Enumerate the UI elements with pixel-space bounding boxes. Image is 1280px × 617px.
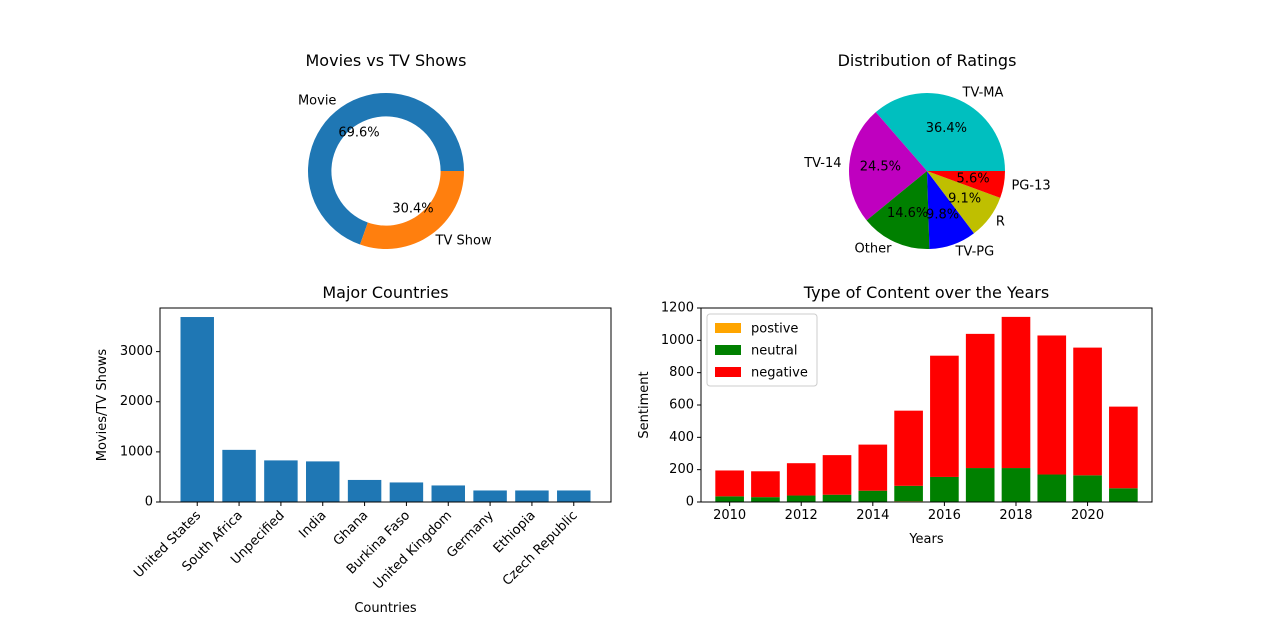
pie-slice (849, 112, 927, 221)
bar (222, 449, 256, 502)
y-tick-label: 400 (669, 430, 694, 445)
bar-negative (786, 463, 816, 496)
legend-label: negative (751, 366, 808, 381)
legend-label: neutral (751, 344, 798, 359)
slice-label: R (996, 215, 1005, 230)
y-tick-label: 600 (669, 398, 694, 413)
slice-pct-label: 5.6% (957, 172, 990, 187)
bar (557, 490, 591, 502)
bar-neutral (965, 468, 995, 502)
bar-negative (858, 444, 888, 491)
bar-neutral (930, 476, 959, 502)
bar-neutral (1001, 468, 1031, 502)
x-tick-label: 2018 (999, 508, 1032, 523)
pie-slice (360, 171, 464, 250)
x-tick-label: Czech Republic (500, 508, 581, 589)
legend-swatch (715, 367, 741, 377)
bar (264, 460, 298, 502)
x-tick-label: 2014 (856, 508, 889, 523)
bar-neutral (751, 497, 780, 502)
bar-negative (1037, 335, 1067, 475)
bar-negative (751, 471, 780, 498)
x-tick-label: 2016 (928, 508, 961, 523)
bar-negative (1073, 347, 1102, 476)
slice-label: PG-13 (1011, 179, 1050, 194)
chart-title: Major Countries (322, 283, 448, 302)
slice-label: TV-MA (962, 85, 1004, 100)
y-tick-label: 800 (669, 365, 694, 380)
pie-slice (308, 93, 464, 245)
slice-pct-label: 24.5% (860, 160, 901, 175)
slice-pct-label: 30.4% (392, 202, 433, 217)
slice-label: TV Show (435, 234, 492, 249)
bar (347, 479, 382, 502)
bar-negative (965, 333, 995, 469)
y-tick-label: 1000 (120, 444, 153, 459)
slice-pct-label: 69.6% (338, 125, 379, 140)
y-axis-label: Sentiment (637, 371, 652, 438)
x-tick-label: Ghana (331, 508, 372, 549)
x-tick-label: India (296, 508, 329, 541)
slice-pct-label: 9.1% (948, 191, 981, 206)
legend-swatch (715, 323, 741, 333)
slice-pct-label: 36.4% (926, 121, 967, 136)
pie-slice (927, 171, 975, 249)
chart-title: Type of Content over the Years (803, 283, 1049, 302)
x-axis-label: Years (908, 532, 944, 547)
slice-label: TV-PG (955, 244, 995, 259)
chart-0: Movies vs TV Shows Movie 69.6% TV Show 30.4% (298, 51, 492, 250)
slice-pct-label: 14.6% (887, 206, 928, 221)
pie-slice (927, 171, 1005, 198)
chart-3: 0 200 400 600 800 1000 1200 2010 2012 2014 2016 201… (637, 283, 1153, 547)
bar-neutral (715, 496, 744, 502)
x-tick-label: 2020 (1071, 508, 1104, 523)
x-axis-label: Countries (354, 601, 417, 616)
bar-neutral (1073, 475, 1102, 502)
y-tick-label: 1000 (661, 333, 694, 348)
slice-label: TV-14 (803, 156, 841, 171)
bar-negative (822, 455, 852, 495)
bar (180, 317, 214, 502)
chart-1: Distribution of Ratings TV-MA 36.4% TV-14 24… (803, 51, 1050, 259)
bar-negative (894, 410, 923, 486)
y-axis-label: Movies/TV Shows (95, 349, 110, 462)
bar (431, 485, 465, 502)
pie-slice (875, 93, 1005, 171)
bar-neutral (1109, 488, 1138, 502)
y-tick-label: 0 (145, 495, 153, 510)
x-tick-label: 2010 (713, 508, 746, 523)
x-tick-label: United Kingdom (371, 508, 455, 592)
bar-negative (1001, 316, 1031, 469)
slice-label: Other (855, 242, 893, 257)
y-tick-label: 2000 (120, 394, 153, 409)
axes-frame (159, 307, 612, 503)
slice-label: Movie (298, 93, 336, 108)
y-tick-label: 200 (669, 462, 694, 477)
chart-title: Movies vs TV Shows (306, 51, 467, 70)
bar-negative (1109, 406, 1138, 489)
bar-neutral (786, 495, 816, 502)
bar-neutral (894, 485, 923, 502)
y-tick-label: 3000 (120, 344, 153, 359)
slice-pct-label: 9.8% (926, 208, 959, 223)
bar-negative (715, 470, 744, 497)
bar-neutral (1037, 474, 1067, 502)
bar-negative (930, 355, 959, 477)
legend-swatch (715, 345, 741, 355)
bar (389, 482, 424, 502)
bar (515, 490, 549, 502)
x-tick-label: 2012 (785, 508, 818, 523)
bar-neutral (822, 494, 852, 502)
bar (306, 461, 340, 502)
pie-slice (927, 171, 1001, 234)
legend-label: postive (751, 322, 798, 337)
pie-slice (866, 171, 930, 249)
bar-neutral (858, 490, 888, 502)
y-tick-label: 0 (686, 495, 694, 510)
y-tick-label: 1200 (661, 301, 694, 316)
bar (473, 490, 507, 502)
chart-title: Distribution of Ratings (838, 51, 1017, 70)
